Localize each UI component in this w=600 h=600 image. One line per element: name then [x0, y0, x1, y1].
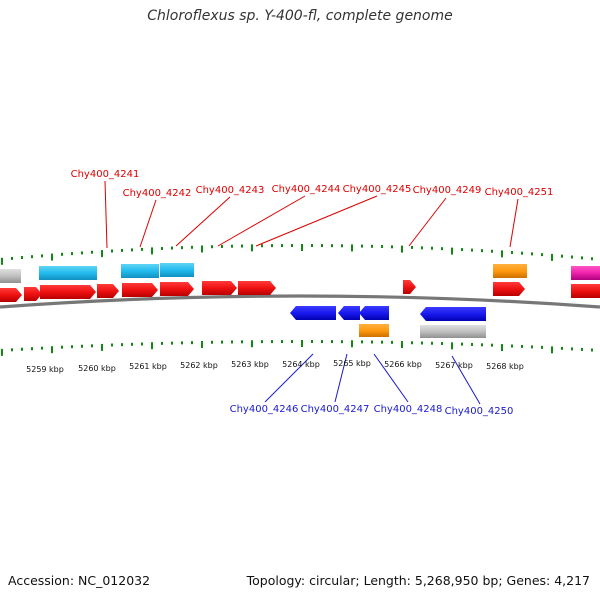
gene-arrow-forward[interactable]: [24, 287, 42, 301]
feature-block[interactable]: [571, 266, 600, 280]
scale-label: 5262 kbp: [180, 361, 218, 370]
scale-label: 5261 kbp: [129, 362, 167, 371]
scale-label: 5264 kbp: [282, 360, 320, 369]
scale-labels: 5259 kbp 5260 kbp 5261 kbp 5262 kbp 5263…: [26, 359, 524, 374]
scale-label: 5265 kbp: [333, 359, 371, 368]
genome-summary-text: Topology: circular; Length: 5,268,950 bp…: [246, 573, 590, 588]
gene-label[interactable]: Chy400_4247: [301, 404, 370, 415]
map-title: Chloroflexus sp. Y-400-fl, complete geno…: [147, 8, 453, 24]
gene-arrow-forward[interactable]: [160, 282, 194, 296]
gene-label[interactable]: Chy400_4245: [343, 184, 412, 195]
scale-label: 5266 kbp: [384, 360, 422, 369]
top-scale-ticks: [1, 244, 593, 265]
feature-block[interactable]: [493, 264, 527, 278]
feature-block[interactable]: [359, 324, 389, 337]
gene-arrow-reverse[interactable]: [420, 307, 486, 321]
gene-arrow-forward[interactable]: [97, 284, 119, 298]
gene-label[interactable]: Chy400_4242: [123, 188, 192, 199]
gene-arrow-forward[interactable]: [40, 285, 96, 299]
gene-arrow-forward[interactable]: [122, 283, 158, 297]
gene-arrow-forward[interactable]: [238, 281, 276, 295]
gene-arrow-forward[interactable]: [403, 280, 416, 294]
gene-label[interactable]: Chy400_4241: [71, 169, 140, 180]
accession-text: Accession: NC_012032: [8, 573, 151, 588]
gene-label[interactable]: Chy400_4248: [374, 404, 443, 415]
feature-block[interactable]: [420, 325, 486, 338]
label-leader-lines: [104, 180, 519, 405]
gene-label[interactable]: Chy400_4243: [196, 185, 265, 196]
scale-label: 5260 kbp: [78, 364, 116, 373]
feature-block[interactable]: [39, 266, 97, 280]
bottom-scale-ticks: [1, 340, 593, 356]
genome-backbone: [0, 294, 600, 309]
feature-block[interactable]: [121, 264, 159, 278]
scale-label: 5259 kbp: [26, 365, 64, 374]
scale-label: 5267 kbp: [435, 361, 473, 370]
feature-block[interactable]: [160, 263, 194, 277]
gene-arrow-forward[interactable]: [571, 284, 600, 298]
scale-label: 5268 kbp: [486, 362, 524, 371]
feature-block[interactable]: [0, 269, 21, 283]
scale-label: 5263 kbp: [231, 360, 269, 369]
gene-label[interactable]: Chy400_4251: [485, 187, 554, 198]
gene-arrow-forward[interactable]: [0, 288, 22, 302]
gene-arrow-forward[interactable]: [202, 281, 237, 295]
gene-arrow-reverse[interactable]: [338, 306, 360, 320]
gene-label[interactable]: Chy400_4249: [413, 185, 482, 196]
gene-arrow-reverse[interactable]: [290, 306, 336, 320]
gene-label[interactable]: Chy400_4246: [230, 404, 299, 415]
gene-arrow-forward[interactable]: [493, 282, 525, 296]
gene-label[interactable]: Chy400_4244: [272, 184, 341, 195]
gene-arrow-reverse[interactable]: [359, 306, 389, 320]
gene-label[interactable]: Chy400_4250: [445, 406, 514, 417]
